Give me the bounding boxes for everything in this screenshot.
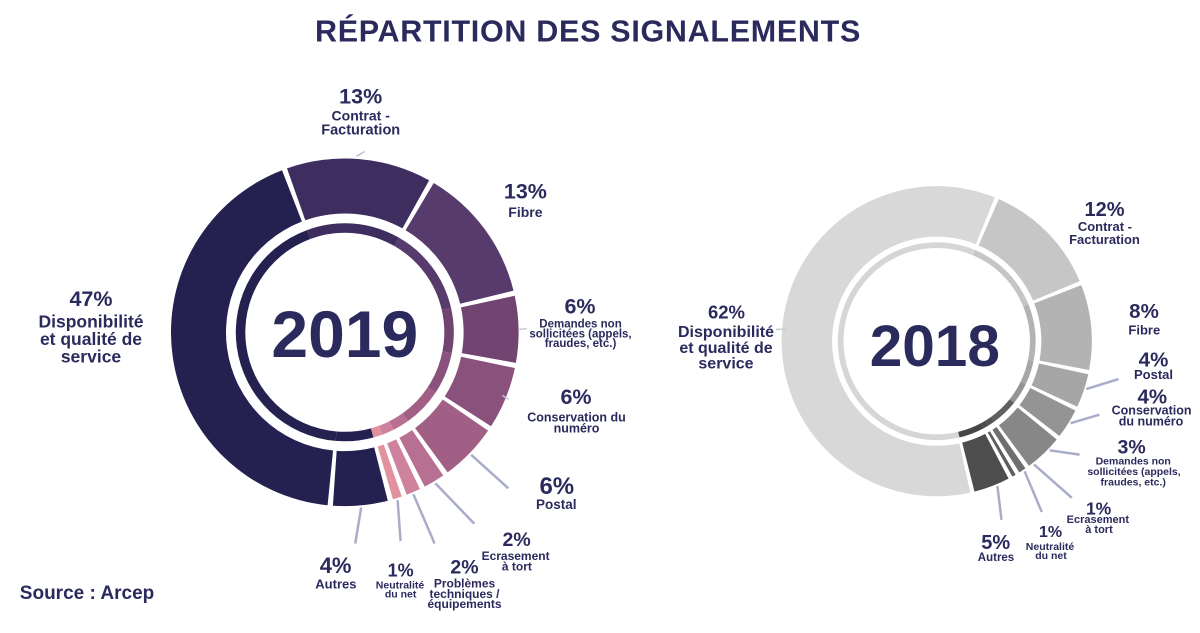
svg-text:13%: 13%	[504, 180, 547, 204]
svg-text:du numéro: du numéro	[1119, 415, 1184, 429]
svg-text:Facturation: Facturation	[1069, 232, 1140, 247]
svg-text:1%: 1%	[388, 560, 414, 580]
svg-text:du net: du net	[1035, 550, 1067, 562]
svg-text:4%: 4%	[320, 553, 352, 578]
svg-text:et qualité de: et qualité de	[679, 340, 772, 357]
svg-text:numéro: numéro	[554, 422, 600, 436]
svg-text:sollicitées (appels,: sollicitées (appels,	[529, 328, 631, 340]
svg-text:12%: 12%	[1084, 199, 1124, 221]
svg-text:Fibre: Fibre	[508, 204, 542, 220]
svg-text:6%: 6%	[539, 473, 574, 500]
svg-text:du net: du net	[385, 589, 417, 601]
svg-text:Fibre: Fibre	[1128, 323, 1160, 338]
svg-text:13%: 13%	[339, 84, 382, 108]
svg-text:techniques /: techniques /	[429, 587, 500, 601]
svg-text:3%: 3%	[1118, 437, 1146, 459]
svg-text:Disponibilité: Disponibilité	[39, 311, 144, 331]
svg-text:Ecrasement: Ecrasement	[482, 549, 550, 563]
svg-text:Problèmes: Problèmes	[434, 577, 496, 591]
svg-text:47%: 47%	[69, 287, 112, 311]
svg-text:service: service	[61, 346, 122, 366]
svg-text:5%: 5%	[981, 532, 1010, 554]
svg-text:4%: 4%	[1137, 385, 1167, 408]
svg-text:Autres: Autres	[315, 576, 356, 591]
svg-text:Autres: Autres	[978, 552, 1014, 564]
svg-text:Conservation: Conservation	[1112, 404, 1192, 418]
svg-text:8%: 8%	[1129, 300, 1159, 323]
svg-text:62%: 62%	[708, 302, 745, 323]
svg-text:sollicitées (appels,: sollicitées (appels,	[1087, 466, 1180, 478]
svg-text:RÉPARTITION DES SIGNALEMENTS: RÉPARTITION DES SIGNALEMENTS	[315, 14, 861, 49]
svg-text:2%: 2%	[503, 529, 531, 551]
svg-text:1%: 1%	[1039, 524, 1062, 541]
svg-text:à tort: à tort	[1085, 524, 1113, 536]
svg-text:Demandes non: Demandes non	[1096, 456, 1171, 468]
svg-text:2018: 2018	[870, 314, 1000, 379]
svg-text:service: service	[698, 356, 753, 373]
svg-text:Neutralité: Neutralité	[376, 579, 425, 591]
svg-text:Demandes non: Demandes non	[539, 318, 621, 330]
svg-text:fraudes, etc.): fraudes, etc.)	[545, 338, 617, 350]
svg-text:1%: 1%	[1086, 499, 1112, 519]
svg-text:4%: 4%	[1139, 348, 1169, 371]
svg-text:équipements: équipements	[427, 597, 501, 611]
svg-text:Facturation: Facturation	[321, 123, 400, 139]
svg-text:Contrat -: Contrat -	[332, 108, 391, 124]
svg-text:Neutralité: Neutralité	[1026, 541, 1075, 553]
svg-text:Ecrasement: Ecrasement	[1067, 514, 1130, 526]
svg-text:Contrat -: Contrat -	[1078, 219, 1132, 234]
svg-text:2%: 2%	[450, 556, 478, 578]
svg-text:2019: 2019	[271, 297, 418, 371]
svg-text:Postal: Postal	[536, 497, 577, 512]
svg-text:et qualité de: et qualité de	[40, 329, 142, 349]
svg-text:Disponibilité: Disponibilité	[678, 324, 774, 341]
svg-text:6%: 6%	[560, 385, 591, 409]
svg-text:fraudes, etc.): fraudes, etc.)	[1101, 477, 1166, 489]
svg-text:Source : Arcep: Source : Arcep	[20, 583, 154, 604]
svg-text:Conservation du: Conservation du	[527, 411, 626, 425]
svg-text:à tort: à tort	[502, 560, 532, 574]
svg-text:Postal: Postal	[1134, 367, 1173, 382]
svg-text:6%: 6%	[564, 295, 595, 319]
